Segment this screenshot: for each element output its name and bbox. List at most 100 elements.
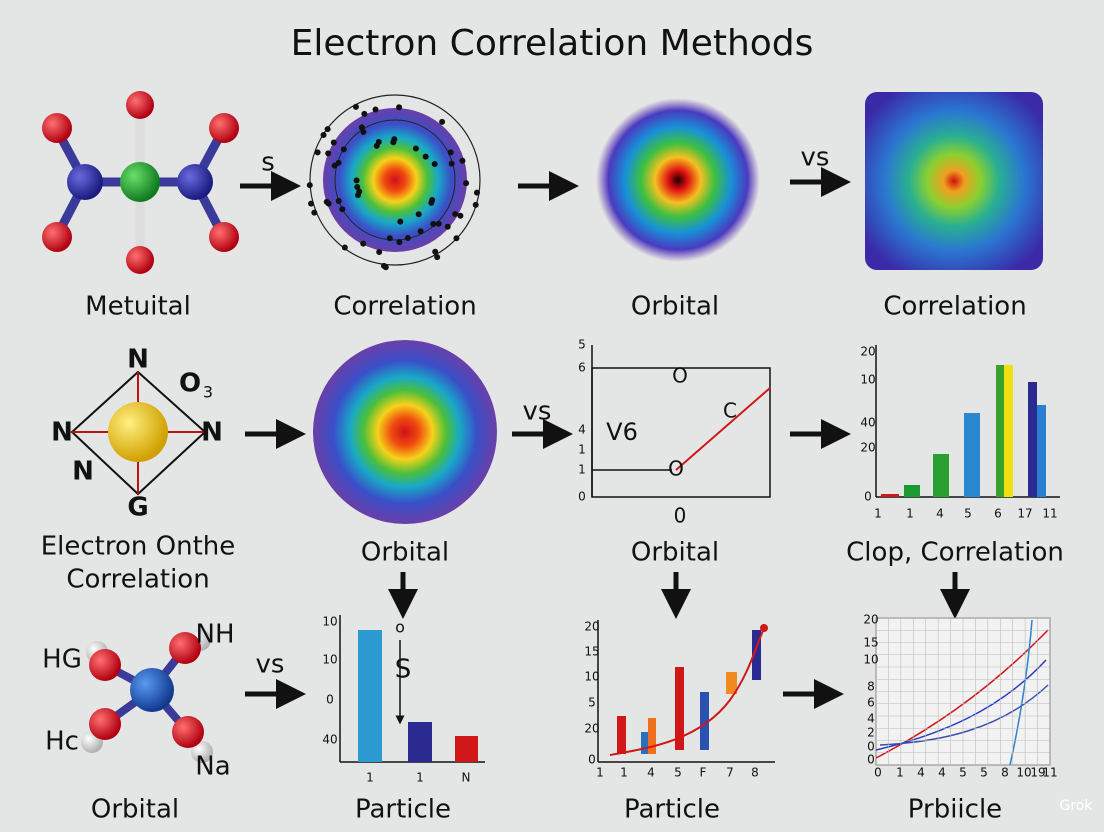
density-map: [865, 92, 1043, 270]
arrow-label: vs: [801, 143, 830, 173]
dot: [404, 234, 411, 241]
tick-label: 0: [326, 693, 334, 707]
tick-label: 4: [938, 766, 946, 780]
tick-label: 1: [578, 443, 586, 457]
tick-label: 20: [860, 441, 875, 455]
tick-label: 6: [578, 361, 586, 375]
arrow-label: s: [261, 148, 275, 178]
arrows: [240, 167, 970, 709]
atom: Hc: [45, 727, 79, 757]
annotation: V6: [606, 418, 638, 446]
tick-label: 1: [578, 463, 586, 477]
tick-label: 20: [863, 613, 878, 627]
tick-label: 15: [584, 645, 599, 659]
dot: [472, 201, 479, 208]
annotation: S: [395, 655, 412, 685]
annotation: o: [395, 618, 405, 637]
dot: [444, 223, 451, 230]
dot: [473, 189, 480, 196]
tick-label: 1: [596, 766, 604, 780]
tick-label: 5: [578, 338, 586, 352]
dot: [397, 218, 404, 225]
tick-label: 17: [1017, 507, 1032, 521]
ring-molecule: [70, 370, 207, 496]
tick-label: 0: [867, 753, 875, 767]
atom: N: [127, 345, 149, 375]
tick-label: F: [700, 766, 707, 780]
tick-label: 7: [726, 766, 734, 780]
tick-label: 20: [584, 620, 599, 634]
dot: [447, 149, 454, 156]
chart-b: [875, 345, 1060, 498]
tick-label: 0: [874, 766, 882, 780]
tick-label: 4: [578, 423, 586, 437]
dot: [308, 200, 315, 207]
tick-label: 6: [994, 507, 1002, 521]
dot: [352, 103, 359, 110]
dot: [428, 199, 435, 206]
dot: [422, 153, 429, 160]
tick-label: 8: [1001, 766, 1009, 780]
tick-label: 0: [578, 490, 586, 504]
dot: [320, 132, 327, 139]
tick-label: 5: [964, 507, 972, 521]
title: Electron Correlation Methods: [291, 23, 814, 64]
atom: O: [179, 369, 201, 399]
tick-label: 10: [322, 615, 337, 629]
atom: N: [201, 418, 223, 448]
dot: [354, 192, 361, 199]
tick-label: 20: [860, 345, 875, 359]
dot: [375, 138, 382, 145]
dot: [324, 126, 331, 133]
tick-label: 1: [620, 766, 628, 780]
tick-label: 19: [1030, 766, 1045, 780]
dot: [361, 110, 368, 117]
tick-label: 4: [936, 507, 944, 521]
dot: [417, 228, 424, 235]
tick-label: 10: [863, 653, 878, 667]
atom: N: [51, 418, 73, 448]
tick-label: 10: [322, 653, 337, 667]
tick-label: 1: [416, 771, 424, 785]
atom-subscript: 3: [203, 383, 213, 402]
dot: [391, 136, 398, 143]
dot: [339, 206, 346, 213]
dot: [323, 198, 330, 205]
chart-c: [339, 615, 485, 763]
tick-label: 8: [867, 680, 875, 694]
atom: HG: [42, 645, 82, 675]
dot: [376, 248, 383, 255]
dot: [396, 104, 403, 111]
atom: Na: [195, 752, 230, 782]
annotation: O: [668, 457, 684, 481]
label: Orbital: [361, 538, 449, 568]
arrow-label: vs: [256, 650, 285, 680]
atom: G: [127, 493, 148, 523]
dot: [330, 139, 337, 146]
label: Correlation: [333, 292, 476, 322]
tick-label: 1: [874, 507, 882, 521]
dot: [453, 235, 460, 242]
chart-d: [597, 620, 775, 763]
orbital: [306, 94, 481, 271]
dot: [382, 264, 389, 271]
tick-label: 15: [863, 636, 878, 650]
label: Orbital: [631, 292, 719, 322]
chart-a: [591, 345, 771, 498]
tick-label: 0: [588, 753, 596, 767]
tick-label: 4: [867, 712, 875, 726]
dot: [341, 244, 348, 251]
tick-label: 6: [867, 696, 875, 710]
tick-label: 4: [647, 766, 655, 780]
label: Correlation: [66, 565, 209, 595]
tick-label: 4: [917, 766, 925, 780]
tick-label: 40: [322, 733, 337, 747]
dot: [415, 211, 422, 218]
dot: [457, 212, 464, 219]
tick-label: 5: [959, 766, 967, 780]
tick-label: 40: [860, 416, 875, 430]
label: Orbital: [631, 538, 719, 568]
dot: [452, 210, 459, 217]
dot: [396, 239, 403, 246]
